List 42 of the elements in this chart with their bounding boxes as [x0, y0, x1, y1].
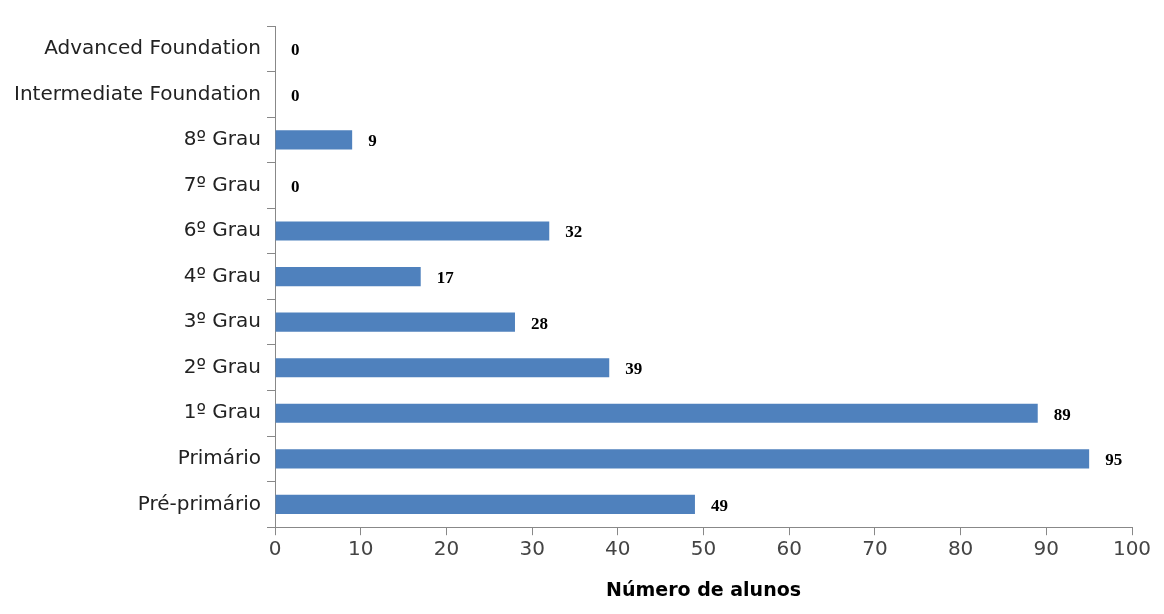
y-tick-label: Primário [177, 445, 262, 470]
y-tick-label: 3º Grau [183, 308, 262, 333]
data-label: 39 [625, 359, 643, 379]
x-tick-label: 40 [605, 536, 631, 561]
bar [275, 494, 695, 514]
y-tick-label: 2º Grau [183, 353, 262, 378]
x-tick-label: 80 [947, 536, 974, 561]
y-tick-label: Pré-primário [137, 490, 262, 515]
data-label: 49 [710, 495, 728, 515]
x-tick-label: 30 [519, 536, 545, 561]
bar [275, 403, 1038, 423]
data-label: 95 [1105, 450, 1123, 470]
x-tick-label: 50 [690, 536, 717, 561]
y-tick-label: 8º Grau [183, 126, 262, 151]
data-label: 9 [368, 131, 377, 151]
bar [275, 312, 515, 332]
bar [275, 221, 550, 241]
y-tick-label: 4º Grau [183, 262, 262, 287]
x-tick-label: 70 [862, 536, 888, 561]
data-label: 28 [530, 313, 548, 333]
data-label: 32 [565, 222, 583, 242]
y-tick-label: Intermediate Foundation [14, 80, 262, 105]
x-tick-label: 0 [268, 536, 282, 561]
x-tick-label: 90 [1033, 536, 1060, 561]
bar [275, 130, 353, 150]
x-tick-label: 100 [1112, 536, 1152, 561]
data-label: 0 [291, 40, 300, 60]
y-tick-label: Advanced Foundation [44, 34, 262, 59]
x-tick-label: 60 [776, 536, 802, 561]
data-label: 0 [291, 176, 300, 196]
x-tick-label: 10 [348, 536, 374, 561]
data-label: 0 [291, 85, 300, 105]
bar [275, 267, 421, 287]
y-tick-label: 7º Grau [183, 171, 262, 196]
data-label: 17 [436, 267, 455, 287]
bar [275, 358, 610, 378]
y-tick-label: 1º Grau [183, 399, 262, 424]
x-axis-title: Número de alunos [606, 577, 802, 600]
y-tick-label: 6º Grau [183, 217, 262, 242]
data-label: 89 [1053, 404, 1071, 424]
bar [275, 449, 1090, 469]
x-tick-label: 20 [433, 536, 460, 561]
